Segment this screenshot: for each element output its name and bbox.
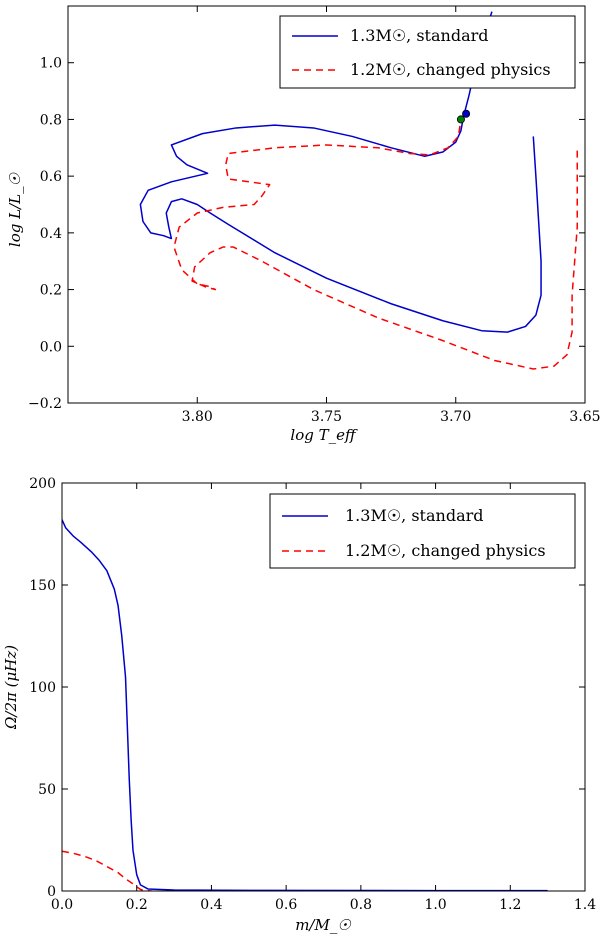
rot-y-tick-label: 0 xyxy=(47,884,56,900)
rotation-profile-ticks: 0.0 0.2 0.4 0.6 0.8 1.0 1.2 1.4 0 50 100 150 200 xyxy=(29,476,596,913)
hr-marker-blue-dot xyxy=(462,109,471,118)
rot-y-tick-label: 50 xyxy=(38,782,56,798)
hr-diagram-x-axis-label: log T_eff xyxy=(290,426,358,444)
hr-diagram-plot-area xyxy=(139,11,578,370)
rot-x-tick-label: 0.6 xyxy=(275,897,297,913)
hr-x-tick-label: 3.65 xyxy=(569,409,600,425)
rot-x-tick-label: 1.2 xyxy=(499,897,521,913)
legend-label-changed-physics: 1.2M☉, changed physics xyxy=(345,541,546,560)
hr-marker-green-dot xyxy=(456,115,465,124)
hr-x-tick-label: 3.75 xyxy=(311,409,342,425)
hr-y-tick-label: 0.6 xyxy=(40,169,62,185)
hr-diagram-y-axis-label: log L/L_☉ xyxy=(6,172,24,247)
rot-series-changed-physics-line xyxy=(62,850,152,891)
rot-y-tick-label: 100 xyxy=(29,680,56,696)
legend-label-changed-physics: 1.2M☉, changed physics xyxy=(350,60,551,79)
hr-y-tick-label: −0.2 xyxy=(28,396,62,412)
legend-label-standard: 1.3M☉, standard xyxy=(345,506,484,525)
hr-diagram-ticks: 3.80 3.75 3.70 3.65 −0.2 0.0 0.2 0.4 0.6 0.8 1.0 xyxy=(28,6,600,425)
rotation-profile-panel: 0.0 0.2 0.4 0.6 0.8 1.0 1.2 1.4 0 50 100 150 200 m/M… xyxy=(2,476,596,934)
hr-y-tick-label: 1.0 xyxy=(40,56,62,72)
rot-x-tick-label: 1.0 xyxy=(424,897,446,913)
hr-y-tick-label: 0.8 xyxy=(40,112,62,128)
hr-series-changed-physics-line xyxy=(173,119,578,370)
rot-x-tick-label: 1.4 xyxy=(574,897,596,913)
hr-diagram-legend: 1.3M☉, standard 1.2M☉, changed physics xyxy=(279,15,576,89)
rot-series-standard-line xyxy=(62,519,548,891)
rot-x-tick-label: 0.8 xyxy=(350,897,372,913)
hr-x-tick-label: 3.80 xyxy=(182,409,213,425)
legend-label-standard: 1.3M☉, standard xyxy=(350,26,489,45)
hr-y-tick-label: 0.4 xyxy=(40,226,62,242)
rot-x-tick-label: 0.0 xyxy=(51,897,73,913)
rot-y-tick-label: 200 xyxy=(29,476,56,492)
rot-x-tick-label: 0.4 xyxy=(200,897,222,913)
hr-y-tick-label: 0.2 xyxy=(40,283,62,299)
hr-x-tick-label: 3.70 xyxy=(440,409,471,425)
hr-diagram-panel: 3.80 3.75 3.70 3.65 −0.2 0.0 0.2 0.4 0.6 0.8 1.0 l… xyxy=(6,5,600,444)
legend-box xyxy=(279,15,576,89)
rotation-profile-plot-area xyxy=(62,519,548,891)
legend-box xyxy=(269,493,576,569)
rot-y-tick-label: 150 xyxy=(29,578,56,594)
rotation-profile-y-axis-label: Ω/2π (μHz) xyxy=(2,645,20,730)
rot-x-tick-label: 0.2 xyxy=(126,897,148,913)
rotation-profile-x-axis-label: m/M_☉ xyxy=(295,916,351,934)
hr-y-tick-label: 0.0 xyxy=(40,339,62,355)
rotation-profile-legend: 1.3M☉, standard 1.2M☉, changed physics xyxy=(269,493,576,569)
